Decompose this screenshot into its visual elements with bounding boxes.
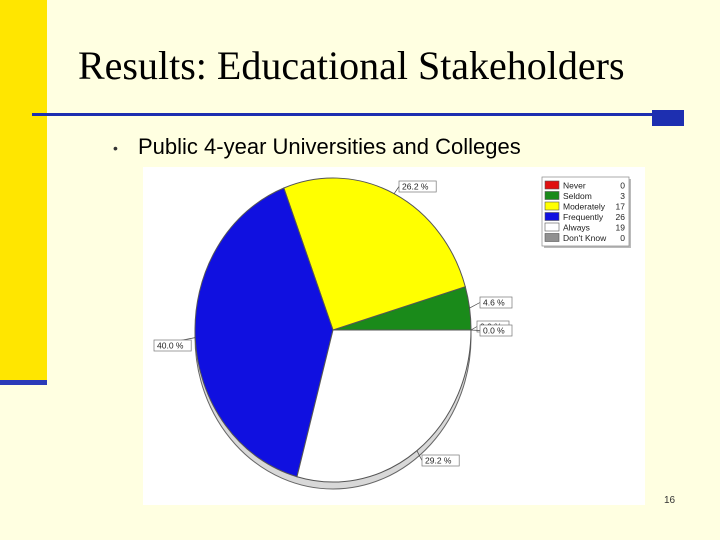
legend-label-never: Never bbox=[563, 181, 586, 191]
pie-label-text-always: 29.2 % bbox=[425, 456, 452, 466]
page-number: 16 bbox=[664, 495, 676, 506]
legend-count-don-t-know: 0 bbox=[620, 233, 625, 243]
legend-label-seldom: Seldom bbox=[563, 191, 592, 201]
pie-label-leader-don-t-know bbox=[470, 329, 481, 331]
pie-slice-moderately bbox=[283, 177, 466, 331]
legend-swatch-don-t-know bbox=[544, 233, 560, 242]
chart-legend: Never 0 Seldom 3 Moderately 17 Frequently 26 Alw… bbox=[541, 176, 631, 248]
pie-label-moderately: 26.2 % bbox=[393, 180, 437, 194]
legend-label-don-t-know: Don't Know bbox=[563, 233, 607, 243]
legend-label-frequently: Frequently bbox=[563, 212, 604, 222]
pie-label-don-t-know: 0.0 % bbox=[470, 324, 513, 337]
pie-label-leader-never bbox=[470, 326, 478, 331]
pie-label-box-don-t-know bbox=[479, 324, 513, 337]
pie-label-text-frequently: 40.0 % bbox=[157, 341, 184, 351]
left-accent-bar bbox=[0, 0, 47, 382]
pie-label-box-frequently bbox=[153, 339, 192, 352]
title-underline bbox=[32, 113, 652, 116]
legend-swatch-moderately bbox=[544, 201, 560, 211]
pie-label-text-seldom: 4.6 % bbox=[483, 298, 505, 308]
pie-label-text-don-t-know: 0.0 % bbox=[483, 326, 505, 336]
left-accent-line bbox=[0, 380, 47, 385]
legend-count-always: 19 bbox=[616, 223, 626, 233]
pie-label-text-moderately: 26.2 % bbox=[402, 182, 429, 192]
bullet-marker: • bbox=[113, 140, 118, 156]
title-underline-block bbox=[652, 110, 684, 126]
pie-label-leader-seldom bbox=[469, 302, 481, 309]
legend-swatch-frequently bbox=[544, 212, 560, 221]
legend-swatch-seldom bbox=[544, 191, 560, 200]
pie-label-seldom: 4.6 % bbox=[469, 296, 513, 309]
legend-count-seldom: 3 bbox=[620, 191, 625, 201]
pie-label-box-seldom bbox=[479, 296, 513, 309]
slide-subtitle: Public 4-year Universities and Colleges bbox=[138, 134, 521, 159]
legend-count-never: 0 bbox=[620, 181, 625, 191]
pie-label-frequently: 40.0 % bbox=[153, 337, 196, 352]
legend-swatch-never bbox=[544, 180, 560, 190]
legend-count-moderately: 17 bbox=[616, 202, 626, 212]
legend-label-moderately: Moderately bbox=[563, 202, 606, 212]
pie-label-always: 29.2 % bbox=[416, 450, 460, 467]
slide-title: Results: Educational Stakeholders bbox=[78, 43, 625, 88]
pie-chart: 0.0 %4.6 %26.2 %40.0 %29.2 %0.0 %Never0S… bbox=[153, 176, 631, 490]
legend-count-frequently: 26 bbox=[616, 212, 626, 222]
pie-label-leader-moderately bbox=[393, 186, 400, 194]
pie-chart-panel: 0.0 %4.6 %26.2 %40.0 %29.2 %0.0 %Never0S… bbox=[143, 167, 645, 505]
pie-label-box-moderately bbox=[398, 180, 437, 193]
legend-label-always: Always bbox=[563, 223, 590, 233]
legend-swatch-always bbox=[544, 222, 560, 232]
pie-label-leader-always bbox=[416, 450, 423, 461]
pie-label-box-always bbox=[421, 454, 460, 467]
